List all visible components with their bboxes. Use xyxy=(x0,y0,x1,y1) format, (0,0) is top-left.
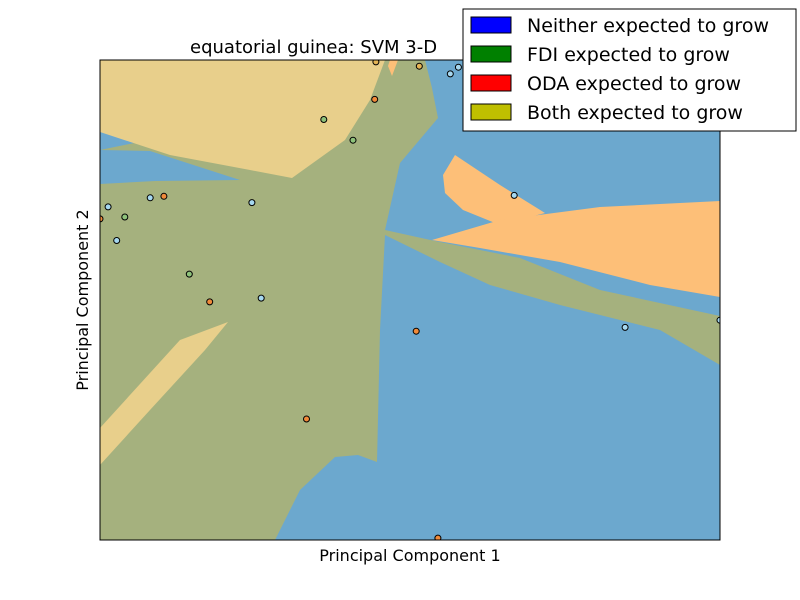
data-point-fdi xyxy=(321,117,327,123)
data-point-fdi xyxy=(186,271,192,277)
y-axis-label: Principal Component 2 xyxy=(73,209,92,390)
data-point-neither xyxy=(511,192,517,198)
data-point-oda xyxy=(304,416,310,422)
data-point-fdi xyxy=(122,214,128,220)
data-point-oda xyxy=(161,193,167,199)
legend-label-fdi: FDI expected to grow xyxy=(527,44,730,66)
data-point-neither xyxy=(147,195,153,201)
data-point-neither xyxy=(105,204,111,210)
legend-label-both: Both expected to grow xyxy=(527,102,743,124)
legend-swatch-neither xyxy=(471,17,511,33)
legend: Neither expected to grow FDI expected to… xyxy=(463,9,796,131)
data-point-oda xyxy=(207,299,213,305)
data-point-neither xyxy=(447,71,453,77)
legend-label-oda: ODA expected to grow xyxy=(527,73,741,95)
chart-title: equatorial guinea: SVM 3-D xyxy=(190,37,437,58)
data-point-oda xyxy=(372,96,378,102)
legend-swatch-oda xyxy=(471,75,511,91)
data-point-neither xyxy=(249,200,255,206)
data-point-fdi xyxy=(350,137,356,143)
data-point-neither xyxy=(114,238,120,244)
data-point-oda xyxy=(413,328,419,334)
x-axis-label: Principal Component 1 xyxy=(319,546,500,565)
data-point-neither xyxy=(258,295,264,301)
legend-label-neither: Neither expected to grow xyxy=(527,15,769,37)
legend-swatch-both xyxy=(471,104,511,120)
data-point-both xyxy=(416,63,422,69)
data-point-neither xyxy=(455,64,461,70)
data-point-neither xyxy=(622,324,628,330)
legend-swatch-fdi xyxy=(471,46,511,62)
